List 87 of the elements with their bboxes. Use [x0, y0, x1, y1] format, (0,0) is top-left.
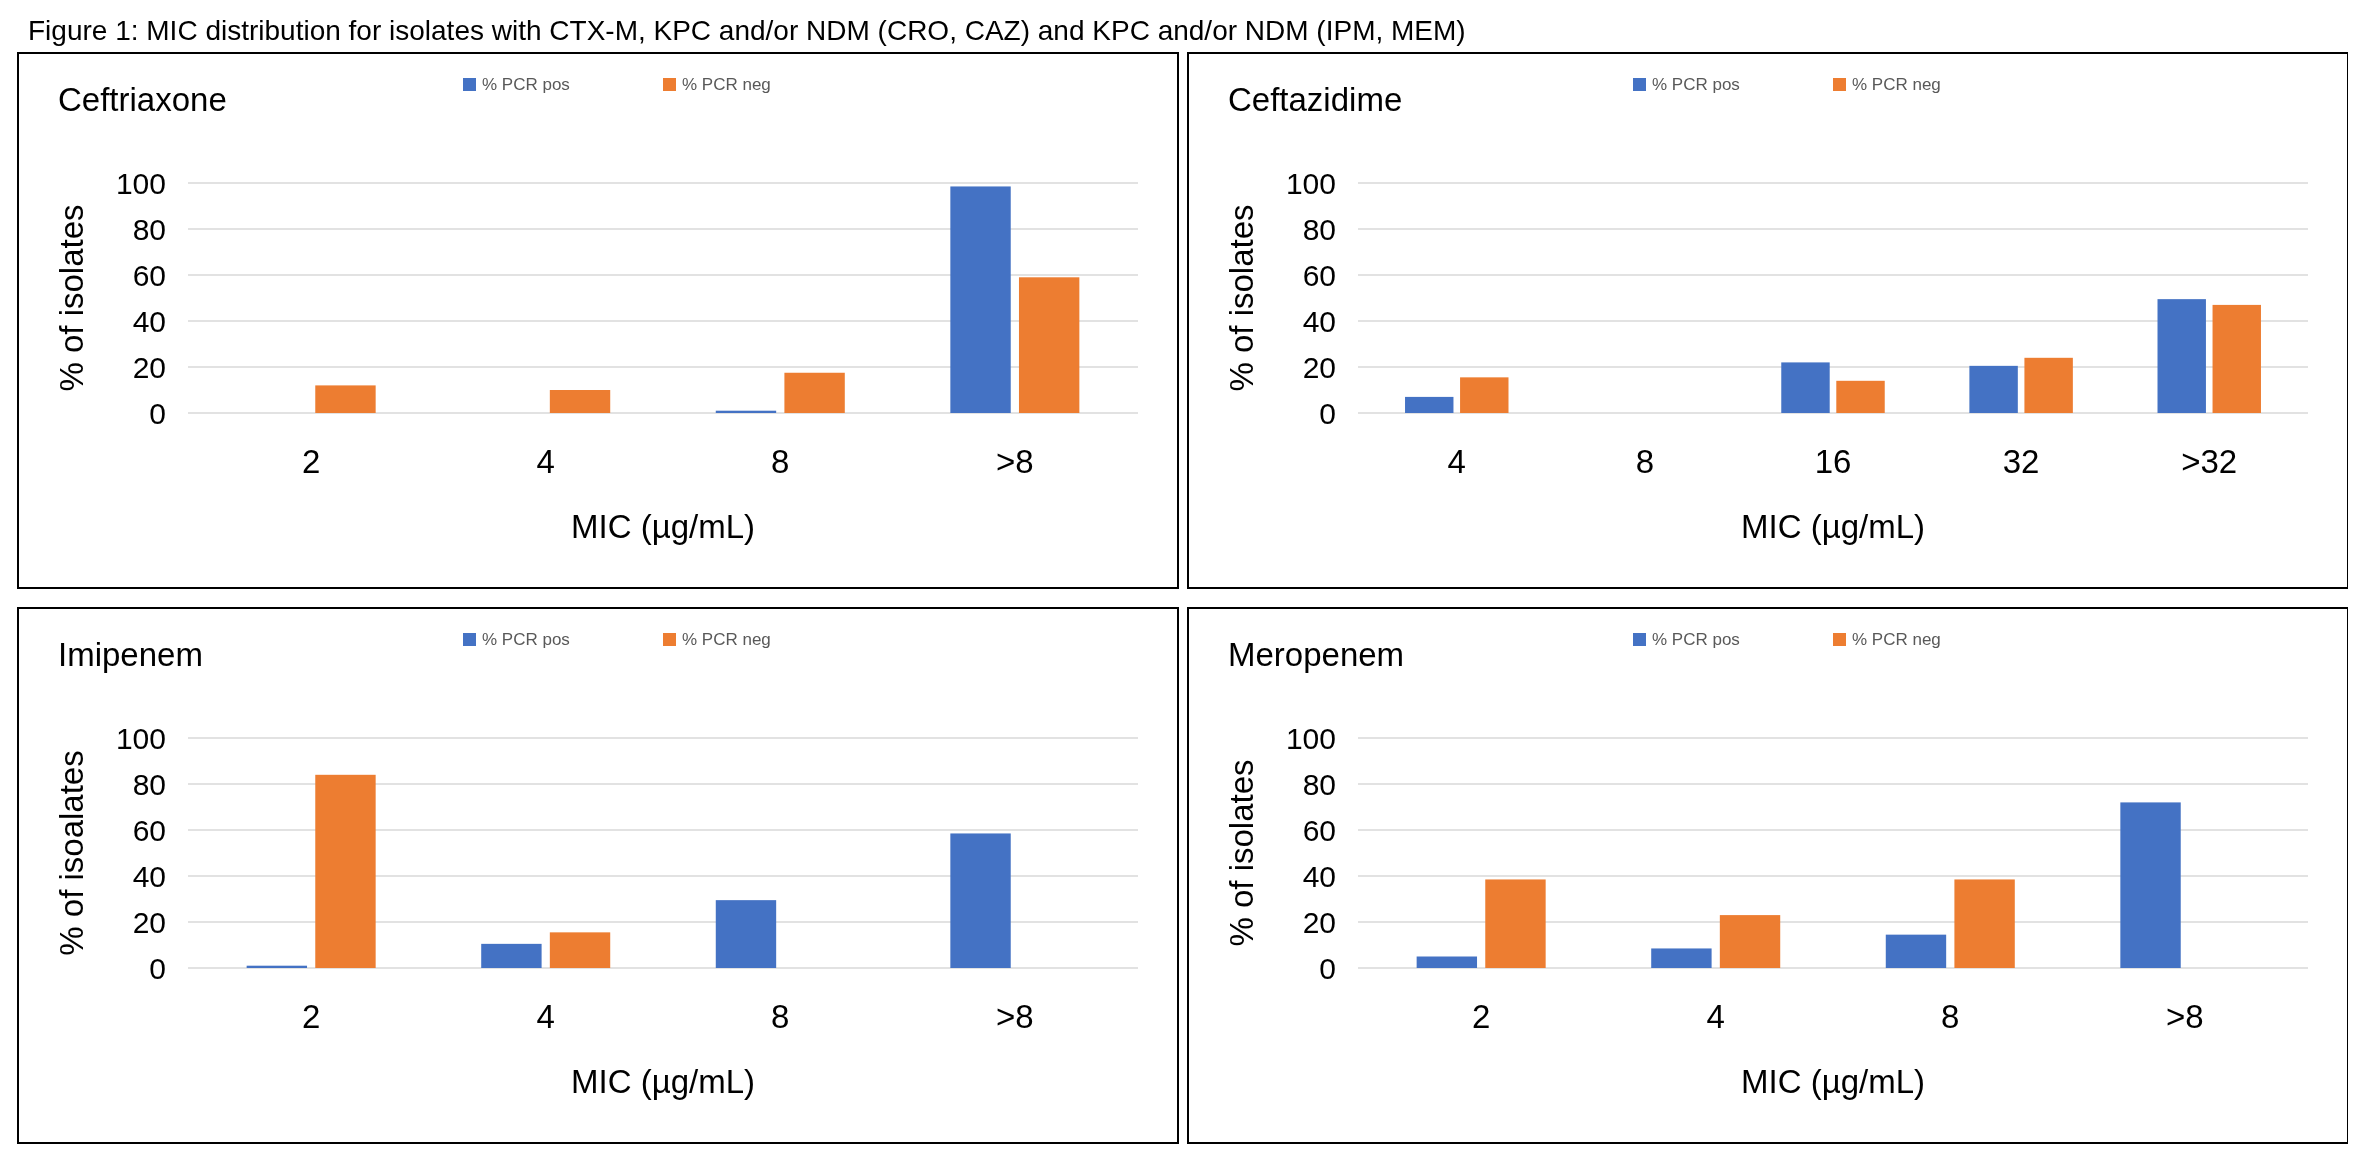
bar: [2157, 299, 2206, 413]
x-tick-label: 8: [771, 443, 790, 480]
legend-label: % PCR neg: [1852, 75, 1941, 94]
x-axis-title: MIC (µg/mL): [1740, 1063, 1926, 1100]
x-tick-label: 8: [1941, 998, 1960, 1035]
y-axis-title: % of isolates: [1223, 759, 1260, 947]
bar: [1781, 362, 1830, 413]
x-tick-label: 32: [2002, 443, 2040, 480]
x-tick-label: 16: [1814, 443, 1852, 480]
bar: [950, 186, 1011, 413]
bar: [315, 385, 376, 413]
y-tick-label: 20: [1302, 350, 1336, 384]
legend-label: % PCR neg: [682, 630, 771, 649]
x-tick-label: 4: [1706, 998, 1725, 1035]
y-tick-label: 60: [132, 813, 166, 847]
y-tick-label: 40: [1302, 859, 1336, 893]
legend-label: % PCR pos: [1652, 630, 1740, 649]
bar: [1836, 380, 1885, 413]
x-axis-title: MIC (µg/mL): [1740, 508, 1926, 545]
x-tick-label: >8: [996, 443, 1034, 480]
bar: [1485, 879, 1546, 968]
y-tick-label: 80: [132, 212, 166, 246]
y-tick-label: 80: [1302, 767, 1336, 801]
bar: [481, 943, 542, 968]
bar: [1651, 948, 1712, 968]
y-tick-label: 0: [1319, 951, 1336, 985]
x-tick-label: 8: [1635, 443, 1655, 480]
caption: Figure 1: MIC distribution for isolates with CTX-M, KPC and/or NDM (CRO, CAZ) and KPC and/or NDM (IPM, MEM): [28, 15, 1466, 46]
y-tick-label: 100: [1285, 721, 1336, 755]
bar: [2024, 357, 2073, 413]
bar: [2120, 802, 2181, 968]
x-tick-label: >8: [996, 998, 1034, 1035]
y-axis-title: % of isolates: [53, 204, 90, 392]
y-tick-label: 60: [1302, 258, 1336, 292]
y-tick-label: 100: [115, 721, 166, 755]
bar: [1885, 934, 1947, 968]
bar: [1416, 956, 1478, 968]
y-tick-label: 60: [1302, 813, 1336, 847]
bar: [1969, 365, 2018, 413]
legend-label: % PCR neg: [1852, 630, 1941, 649]
y-tick-label: 0: [149, 396, 166, 430]
bar: [549, 932, 611, 968]
y-tick-label: 100: [1285, 166, 1336, 200]
y-tick-label: 100: [115, 166, 166, 200]
bar: [1405, 396, 1454, 413]
y-tick-label: 20: [132, 350, 166, 384]
x-axis-title: MIC (µg/mL): [570, 1063, 756, 1100]
x-tick-label: >8: [2166, 998, 2204, 1035]
bar: [1460, 377, 1509, 413]
chart-title: Ceftazidime: [1228, 81, 1403, 118]
legend-label: % PCR neg: [682, 75, 771, 94]
x-tick-label: 8: [771, 998, 790, 1035]
chart-title: Meropenem: [1228, 636, 1405, 673]
x-tick-label: 4: [536, 998, 555, 1035]
bar: [315, 774, 376, 968]
bar: [950, 833, 1011, 968]
y-tick-label: 60: [132, 258, 166, 292]
y-tick-label: 0: [1319, 396, 1336, 430]
y-tick-label: 20: [132, 905, 166, 939]
y-axis-title: % of isolates: [1223, 204, 1260, 392]
y-tick-label: 20: [1302, 905, 1336, 939]
x-tick-label: >32: [2181, 443, 2238, 480]
x-tick-label: 4: [1447, 443, 1466, 480]
legend-label: % PCR pos: [482, 75, 570, 94]
bar: [2212, 304, 2261, 413]
chart-title: Imipenem: [58, 636, 203, 673]
y-tick-label: 40: [132, 304, 166, 338]
bar: [549, 390, 611, 413]
x-tick-label: 2: [301, 443, 321, 480]
bar: [784, 372, 845, 413]
bar: [1719, 915, 1781, 968]
legend-label: % PCR pos: [1652, 75, 1740, 94]
bar: [1018, 277, 1080, 413]
y-tick-label: 0: [149, 951, 166, 985]
x-tick-label: 2: [301, 998, 321, 1035]
y-tick-label: 80: [1302, 212, 1336, 246]
bar: [1954, 879, 2015, 968]
x-tick-label: 4: [536, 443, 555, 480]
y-tick-label: 80: [132, 767, 166, 801]
x-tick-label: 2: [1471, 998, 1491, 1035]
y-axis-title: % of isoalates: [53, 750, 90, 956]
legend-label: % PCR pos: [482, 630, 570, 649]
chart-title: Ceftriaxone: [58, 81, 227, 118]
bar: [715, 900, 777, 968]
x-axis-title: MIC (µg/mL): [570, 508, 756, 545]
y-tick-label: 40: [132, 859, 166, 893]
y-tick-label: 40: [1302, 304, 1336, 338]
